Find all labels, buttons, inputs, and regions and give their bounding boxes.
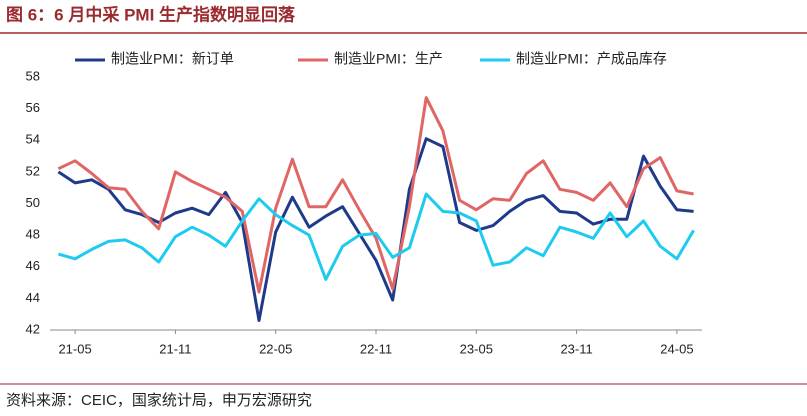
series-line <box>57 96 694 294</box>
x-tick-label: 24-05 <box>660 341 693 356</box>
y-tick-label: 50 <box>26 195 40 210</box>
series-line <box>57 137 694 322</box>
legend-label: 制造业PMI：产成品库存 <box>516 51 667 67</box>
x-tick-label: 23-11 <box>560 341 592 356</box>
legend-label: 制造业PMI：生产 <box>334 51 443 67</box>
y-tick-label: 54 <box>26 132 40 147</box>
y-tick-label: 58 <box>26 68 40 83</box>
source: 资料来源：CEIC，国家统计局，申万宏源研究 <box>6 392 312 409</box>
chart-title: 图 6：6 月中采 PMI 生产指数明显回落 <box>6 4 296 24</box>
y-tick-label: 44 <box>26 290 40 305</box>
x-tick-label: 23-05 <box>460 341 493 356</box>
y-tick-label: 56 <box>26 100 40 115</box>
legend-label: 制造业PMI：新订单 <box>111 51 234 67</box>
x-tick-label: 22-11 <box>360 341 392 356</box>
x-tick-label: 21-11 <box>159 341 191 356</box>
series-line <box>57 192 695 281</box>
x-tick-label: 21-05 <box>58 341 91 356</box>
y-tick-label: 46 <box>26 258 40 273</box>
y-tick-label: 48 <box>26 227 40 242</box>
y-tick-label: 52 <box>26 163 40 178</box>
y-tick-label: 42 <box>26 321 40 336</box>
x-tick-label: 22-05 <box>259 341 292 356</box>
